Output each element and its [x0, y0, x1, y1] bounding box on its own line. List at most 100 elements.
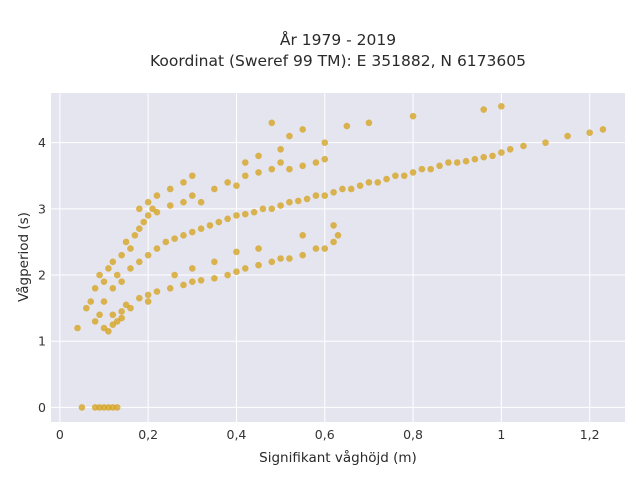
- data-point: [299, 232, 306, 239]
- data-point: [188, 265, 196, 272]
- data-point: [498, 149, 505, 156]
- data-point: [83, 304, 90, 312]
- x-axis-label: Signifikant våghöjd (m): [259, 449, 417, 466]
- data-point: [321, 139, 329, 146]
- data-point: [259, 205, 267, 213]
- data-point: [136, 294, 143, 302]
- data-point: [542, 139, 549, 146]
- data-point: [118, 314, 125, 322]
- data-point: [197, 277, 205, 284]
- data-point: [188, 228, 196, 236]
- data-point: [144, 251, 152, 259]
- data-point: [153, 192, 161, 199]
- data-point: [241, 172, 249, 180]
- data-point: [383, 175, 390, 183]
- data-point: [277, 145, 284, 153]
- data-point: [122, 238, 130, 246]
- data-point: [445, 159, 452, 166]
- chart-title-line1: År 1979 - 2019: [280, 30, 396, 49]
- data-point: [392, 172, 399, 180]
- data-point: [286, 198, 293, 206]
- x-tick-label: 0,2: [138, 427, 158, 442]
- data-point: [140, 218, 148, 226]
- data-point: [211, 275, 218, 282]
- data-point: [118, 278, 125, 285]
- data-point: [166, 202, 174, 209]
- data-point: [599, 126, 607, 133]
- data-point: [471, 155, 479, 163]
- data-point: [113, 404, 121, 411]
- data-point: [286, 165, 293, 173]
- y-tick-label: 4: [38, 135, 46, 150]
- data-point: [105, 328, 112, 335]
- data-point: [91, 318, 99, 325]
- data-point: [171, 271, 178, 279]
- data-point: [127, 304, 134, 312]
- data-point: [250, 208, 258, 216]
- data-point: [153, 245, 161, 252]
- y-tick-label: 1: [38, 334, 46, 349]
- data-point: [268, 119, 276, 127]
- data-point: [105, 265, 112, 272]
- x-tick-label: 0,6: [315, 427, 335, 442]
- data-point: [241, 159, 249, 166]
- data-point: [96, 271, 103, 279]
- data-point: [136, 225, 143, 233]
- data-point: [255, 152, 262, 160]
- data-point: [224, 179, 231, 186]
- data-points: [74, 102, 607, 411]
- data-point: [330, 222, 337, 229]
- data-point: [188, 172, 196, 180]
- data-point: [347, 185, 355, 193]
- data-point: [321, 245, 329, 252]
- x-tick-label: 1,2: [580, 427, 600, 442]
- data-point: [144, 198, 152, 206]
- data-point: [498, 102, 505, 110]
- x-tick-label: 1: [497, 427, 505, 442]
- data-point: [299, 251, 306, 259]
- data-point: [224, 271, 231, 279]
- data-point: [277, 255, 284, 262]
- data-point: [233, 182, 240, 189]
- data-point: [255, 245, 262, 252]
- data-point: [255, 261, 262, 269]
- data-point: [188, 278, 196, 285]
- data-point: [334, 232, 342, 239]
- data-point: [241, 265, 249, 272]
- data-point: [506, 145, 514, 153]
- data-point: [109, 284, 117, 292]
- data-point: [87, 298, 95, 305]
- data-point: [180, 179, 187, 186]
- data-point: [268, 205, 276, 213]
- data-point: [136, 205, 143, 213]
- data-point: [100, 278, 108, 285]
- data-point: [453, 159, 461, 166]
- data-point: [162, 238, 170, 246]
- data-point: [299, 126, 306, 133]
- data-point: [480, 106, 488, 113]
- data-point: [330, 238, 337, 246]
- data-point: [153, 208, 161, 216]
- data-point: [365, 179, 373, 186]
- x-tick-labels: 0 0,2 0,4 0,6 0,8 1 1,2: [56, 427, 600, 442]
- data-point: [427, 165, 435, 173]
- y-tick-labels: 0 1 2 3 4: [38, 135, 46, 415]
- data-point: [294, 197, 302, 205]
- y-gridlines: [51, 142, 625, 408]
- data-point: [321, 192, 329, 199]
- data-point: [144, 298, 152, 305]
- data-point: [233, 212, 240, 219]
- data-point: [312, 245, 320, 252]
- data-point: [113, 271, 121, 279]
- data-point: [299, 162, 306, 170]
- data-point: [343, 122, 351, 130]
- data-point: [131, 232, 139, 239]
- data-point: [356, 182, 364, 189]
- data-point: [330, 188, 337, 196]
- data-point: [211, 185, 218, 193]
- data-point: [480, 153, 488, 161]
- data-point: [171, 235, 178, 242]
- data-point: [277, 202, 284, 209]
- data-point: [144, 212, 152, 219]
